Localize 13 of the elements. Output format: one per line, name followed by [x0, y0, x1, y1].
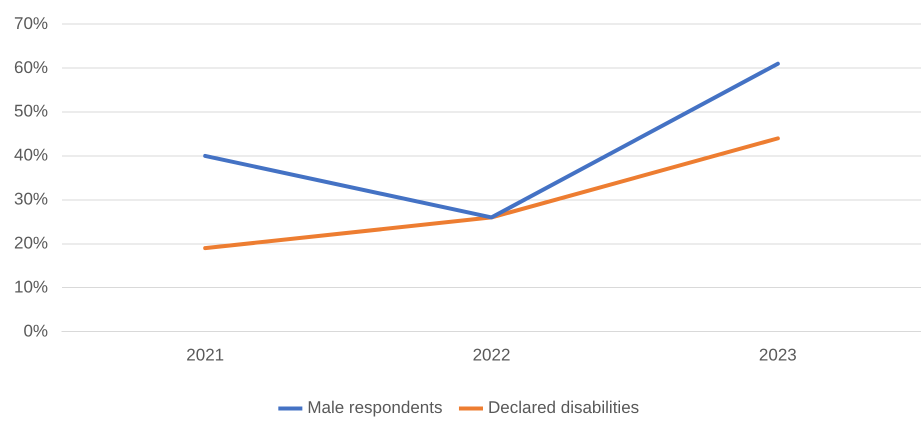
- x-tick-label: 2023: [758, 345, 797, 364]
- x-tick-label: 2022: [472, 345, 510, 364]
- y-tick-label: 20%: [14, 233, 48, 252]
- y-tick-label: 70%: [14, 14, 48, 33]
- y-tick-label: 60%: [14, 58, 48, 77]
- x-tick-label: 2021: [186, 345, 224, 364]
- legend-label: Declared disabilities: [488, 398, 640, 418]
- y-tick-label: 0%: [23, 321, 48, 340]
- legend-label: Male respondents: [307, 398, 442, 418]
- y-tick-label: 40%: [14, 146, 48, 165]
- y-tick-label: 30%: [14, 190, 48, 209]
- y-tick-label: 50%: [14, 102, 48, 121]
- y-tick-label: 10%: [14, 277, 48, 296]
